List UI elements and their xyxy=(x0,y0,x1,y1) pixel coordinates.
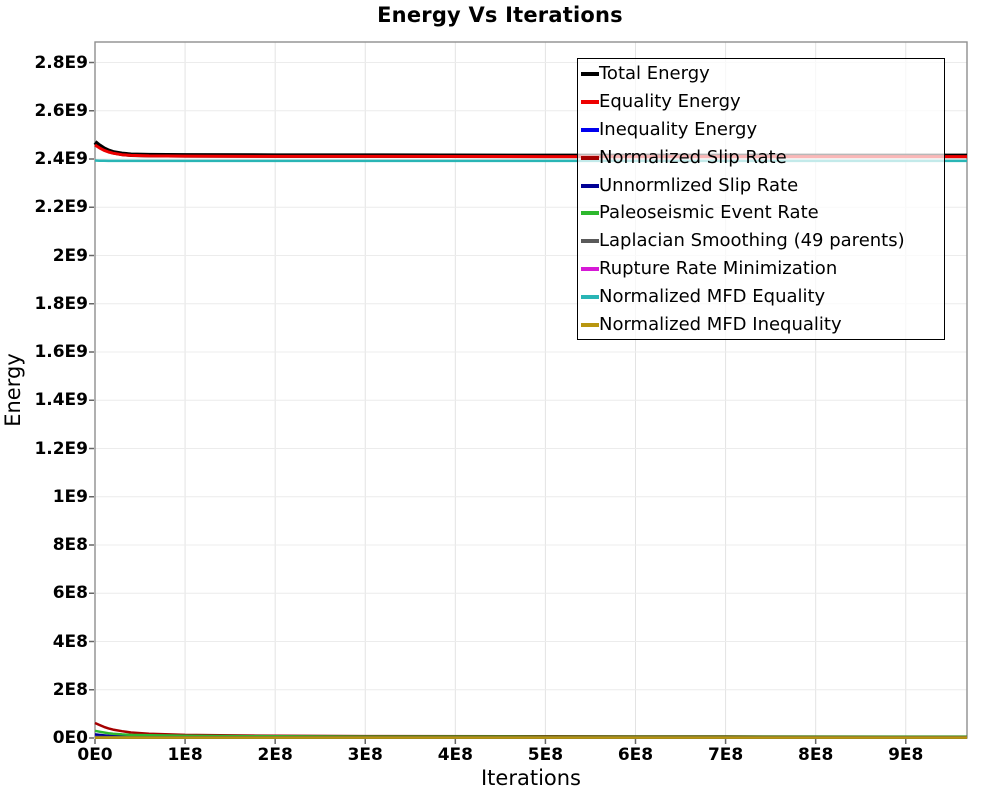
y-tick-label: 2.4E9 xyxy=(34,149,88,169)
y-tick-label: 2.2E9 xyxy=(34,197,88,218)
legend-item: Paleoseismic Event Rate xyxy=(581,199,944,227)
y-tick-label: 1.4E9 xyxy=(34,390,88,411)
x-tick-label: 3E8 xyxy=(347,745,383,765)
chart-title: Energy Vs Iterations xyxy=(377,3,623,27)
legend-swatch-icon xyxy=(581,155,599,160)
legend: Total Energy Equality Energy Inequality En… xyxy=(577,58,945,340)
legend-swatch-icon xyxy=(581,322,599,327)
legend-item: Unnormlized Slip Rate xyxy=(581,172,944,200)
legend-item: Normalized MFD Equality xyxy=(581,283,944,311)
legend-swatch-icon xyxy=(581,211,599,216)
x-tick-label: 5E8 xyxy=(527,745,564,765)
legend-swatch-icon xyxy=(581,183,599,188)
legend-item: Rupture Rate Minimization xyxy=(581,255,944,283)
legend-label: Paleoseismic Event Rate xyxy=(599,202,819,224)
legend-label: Total Energy xyxy=(599,62,710,84)
y-tick-label: 2.8E9 xyxy=(34,52,88,73)
y-tick-label: 4E8 xyxy=(52,631,88,652)
series-line-paleoseismic-event-rate xyxy=(94,729,967,739)
legend-item: Laplacian Smoothing (49 parents) xyxy=(581,227,944,255)
legend-item: Normalized Slip Rate xyxy=(581,144,944,172)
x-tick-label: 9E8 xyxy=(888,745,924,765)
legend-item: Inequality Energy xyxy=(581,116,944,144)
legend-swatch-icon xyxy=(581,127,599,132)
legend-item: Equality Energy xyxy=(581,88,944,116)
legend-label: Equality Energy xyxy=(599,90,741,112)
series-line-normalized-slip-rate xyxy=(94,721,967,738)
y-tick-label: 1.2E9 xyxy=(34,438,88,459)
x-tick-label: 1E8 xyxy=(167,745,203,765)
legend-label: Inequality Energy xyxy=(599,118,758,140)
legend-label: Normalized MFD Equality xyxy=(599,286,826,308)
x-tick-label: 4E8 xyxy=(437,745,473,765)
x-tick-label: 0E0 xyxy=(77,745,113,765)
y-tick-label: 0E0 xyxy=(52,728,88,748)
legend-swatch-icon xyxy=(581,239,599,244)
x-tick-label: 2E8 xyxy=(257,745,293,765)
legend-swatch-icon xyxy=(581,267,599,272)
legend-label: Laplacian Smoothing (49 parents) xyxy=(599,230,905,252)
legend-label: Rupture Rate Minimization xyxy=(599,258,838,280)
legend-swatch-icon xyxy=(581,71,599,76)
y-tick-label: 6E8 xyxy=(52,583,88,604)
y-tick-label: 1E9 xyxy=(52,486,88,507)
y-tick-label: 2E9 xyxy=(52,245,88,266)
legend-label: Unnormlized Slip Rate xyxy=(599,174,799,196)
y-tick-label: 8E8 xyxy=(52,535,88,555)
y-tick-label: 1.8E9 xyxy=(34,293,88,314)
x-tick-label: 8E8 xyxy=(798,745,834,765)
y-tick-label: 1.6E9 xyxy=(34,342,88,362)
y-tick-label: 2.6E9 xyxy=(34,100,88,121)
legend-label: Normalized MFD Inequality xyxy=(599,313,842,335)
y-tick-label: 2E8 xyxy=(52,679,88,700)
legend-swatch-icon xyxy=(581,295,599,300)
legend-item: Normalized MFD Inequality xyxy=(581,311,944,339)
x-tick-label: 6E8 xyxy=(617,745,654,765)
x-axis-title: Iterations xyxy=(480,766,582,790)
legend-swatch-icon xyxy=(581,99,599,104)
legend-label: Normalized Slip Rate xyxy=(599,146,787,168)
legend-item: Total Energy xyxy=(581,60,944,88)
x-tick-label: 7E8 xyxy=(707,745,744,765)
